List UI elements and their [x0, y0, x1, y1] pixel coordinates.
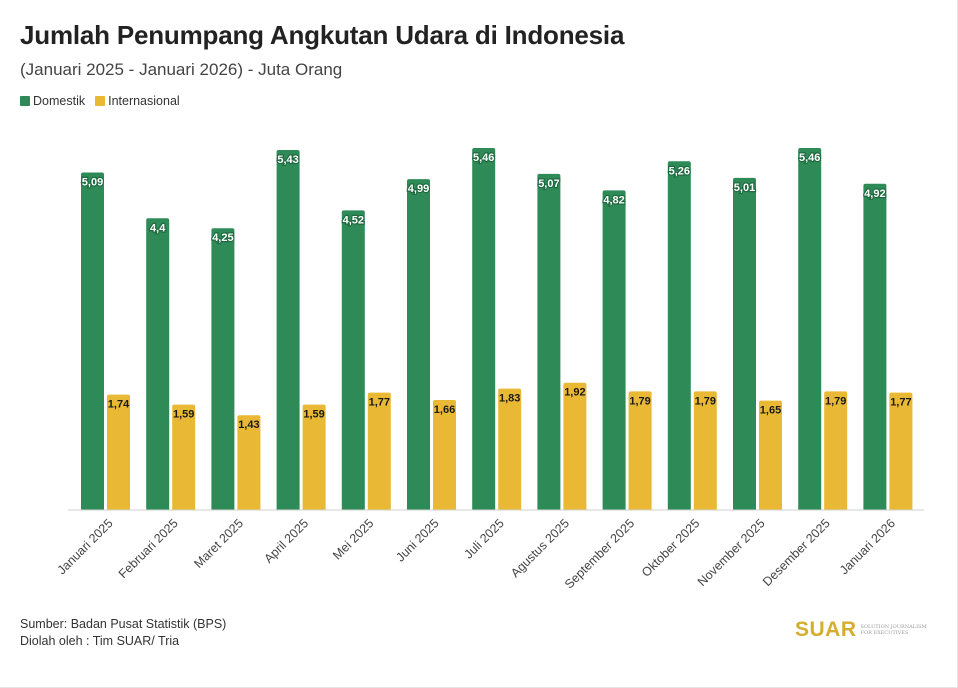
data-label-internasional-mei-2025: 1,77: [369, 397, 390, 409]
x-tick-label-juli-2025: Juli 2025: [462, 516, 507, 561]
data-label-internasional-november-2025: 1,65: [760, 405, 781, 417]
bar-internasional-februari-2025[interactable]: [172, 404, 196, 510]
legend-label-domestik: Domestik: [33, 94, 86, 108]
bar-domestik-mei-2025[interactable]: [341, 210, 365, 510]
x-tick-label-maret-2025: Maret 2025: [191, 516, 246, 571]
x-tick-label-juni-2025: Juni 2025: [393, 516, 441, 564]
logo-tagline: Solution Journalism for Executives: [860, 624, 927, 636]
x-tick-label-januari-2025: Januari 2025: [55, 516, 116, 577]
data-label-domestik-oktober-2025: 5,26: [669, 165, 690, 177]
bar-internasional-oktober-2025[interactable]: [693, 391, 717, 510]
bar-internasional-januari-2025[interactable]: [107, 394, 130, 510]
bar-domestik-april-2025[interactable]: [276, 149, 300, 510]
processed-by-text: Diolah oleh : Tim SUAR/ Tria: [20, 634, 180, 648]
data-label-domestik-maret-2025: 4,25: [212, 232, 233, 244]
data-label-internasional-maret-2025: 1,43: [238, 419, 259, 431]
bar-domestik-januari-2026[interactable]: [863, 183, 887, 510]
x-tick-label-april-2025: April 2025: [262, 516, 312, 566]
data-label-domestik-juni-2025: 4,99: [408, 183, 429, 195]
x-tick-label-januari-2026: Januari 2026: [837, 516, 898, 577]
data-labels-layer: 5,09 1,74 4,4 1,59 4,25 1,43 5,43 1,59 4,52 1,77 4…: [81, 151, 912, 431]
bar-domestik-oktober-2025[interactable]: [667, 161, 691, 510]
data-label-domestik-januari-2025: 5,09: [82, 177, 103, 189]
bar-domestik-desember-2025[interactable]: [798, 148, 822, 510]
data-label-internasional-juni-2025: 1,66: [434, 404, 455, 416]
data-label-domestik-november-2025: 5,01: [734, 182, 755, 194]
bar-domestik-juli-2025[interactable]: [472, 148, 496, 510]
bar-domestik-agustus-2025[interactable]: [537, 173, 561, 510]
bar-domestik-juni-2025[interactable]: [407, 179, 430, 510]
x-tick-labels-layer: Januari 2025 Februari 2025 Maret 2025 April…: [55, 516, 898, 591]
legend-label-internasional: Internasional: [108, 94, 180, 108]
data-label-domestik-september-2025: 4,82: [603, 194, 624, 206]
bar-internasional-desember-2025[interactable]: [824, 391, 848, 510]
source-text: Sumber: Badan Pusat Statistik (BPS): [20, 617, 227, 631]
source-note: Sumber: Badan Pusat Statistik (BPS) Diol…: [20, 616, 226, 650]
x-tick-label-oktober-2025: Oktober 2025: [639, 516, 702, 579]
data-label-internasional-februari-2025: 1,59: [173, 409, 194, 421]
legend-swatch-internasional: [95, 96, 106, 106]
bar-domestik-maret-2025[interactable]: [211, 228, 235, 510]
legend-item-internasional[interactable]: Internasional: [95, 94, 180, 108]
data-label-internasional-desember-2025: 1,79: [825, 395, 846, 407]
data-label-domestik-desember-2025: 5,46: [799, 152, 820, 164]
bar-internasional-september-2025[interactable]: [628, 391, 652, 510]
suar-logo: SUAR Solution Journalism for Executives: [795, 618, 935, 642]
data-label-internasional-september-2025: 1,79: [629, 395, 650, 407]
data-label-domestik-januari-2026: 4,92: [864, 188, 885, 200]
bar-internasional-maret-2025[interactable]: [237, 415, 261, 510]
bar-internasional-juli-2025[interactable]: [498, 388, 522, 510]
bar-internasional-november-2025[interactable]: [759, 400, 782, 510]
bar-domestik-september-2025[interactable]: [602, 190, 626, 510]
bar-internasional-april-2025[interactable]: [302, 404, 326, 510]
bar-domestik-november-2025[interactable]: [733, 177, 756, 510]
bar-internasional-juni-2025[interactable]: [433, 399, 456, 510]
bar-internasional-januari-2026[interactable]: [889, 392, 913, 510]
data-label-domestik-april-2025: 5,43: [277, 154, 298, 166]
chart-title: Jumlah Penumpang Angkutan Udara di Indon…: [20, 20, 625, 50]
legend-item-domestik[interactable]: Domestik: [20, 94, 85, 108]
bar-domestik-januari-2025[interactable]: [81, 172, 104, 510]
data-label-internasional-oktober-2025: 1,79: [695, 395, 716, 407]
data-label-domestik-juli-2025: 5,46: [473, 152, 494, 164]
x-tick-label-agustus-2025: Agustus 2025: [508, 516, 572, 580]
x-tick-label-mei-2025: Mei 2025: [330, 516, 376, 562]
bar-internasional-mei-2025[interactable]: [367, 392, 391, 510]
bar-internasional-agustus-2025[interactable]: [563, 382, 587, 510]
x-tick-label-september-2025: September 2025: [562, 516, 637, 591]
bar-domestik-februari-2025[interactable]: [146, 218, 170, 510]
chart-subtitle: (Januari 2025 - Januari 2026) - Juta Ora…: [20, 60, 343, 79]
legend-swatch-domestik: [20, 96, 30, 106]
x-tick-label-november-2025: November 2025: [695, 516, 768, 589]
data-label-domestik-februari-2025: 4,4: [150, 222, 166, 234]
data-label-internasional-juli-2025: 1,83: [499, 393, 520, 405]
bars-layer: [81, 148, 913, 510]
data-label-internasional-agustus-2025: 1,92: [564, 387, 585, 399]
x-tick-label-februari-2025: Februari 2025: [116, 516, 181, 581]
data-label-internasional-januari-2025: 1,74: [108, 399, 130, 411]
data-label-domestik-agustus-2025: 5,07: [538, 178, 559, 190]
logo-wordmark: SUAR: [795, 618, 857, 641]
data-label-internasional-januari-2026: 1,77: [890, 397, 911, 409]
chart-legend: Domestik Internasional: [20, 94, 180, 108]
x-tick-label-desember-2025: Desember 2025: [760, 516, 833, 589]
data-label-domestik-mei-2025: 4,52: [343, 214, 364, 226]
data-label-internasional-april-2025: 1,59: [303, 409, 324, 421]
